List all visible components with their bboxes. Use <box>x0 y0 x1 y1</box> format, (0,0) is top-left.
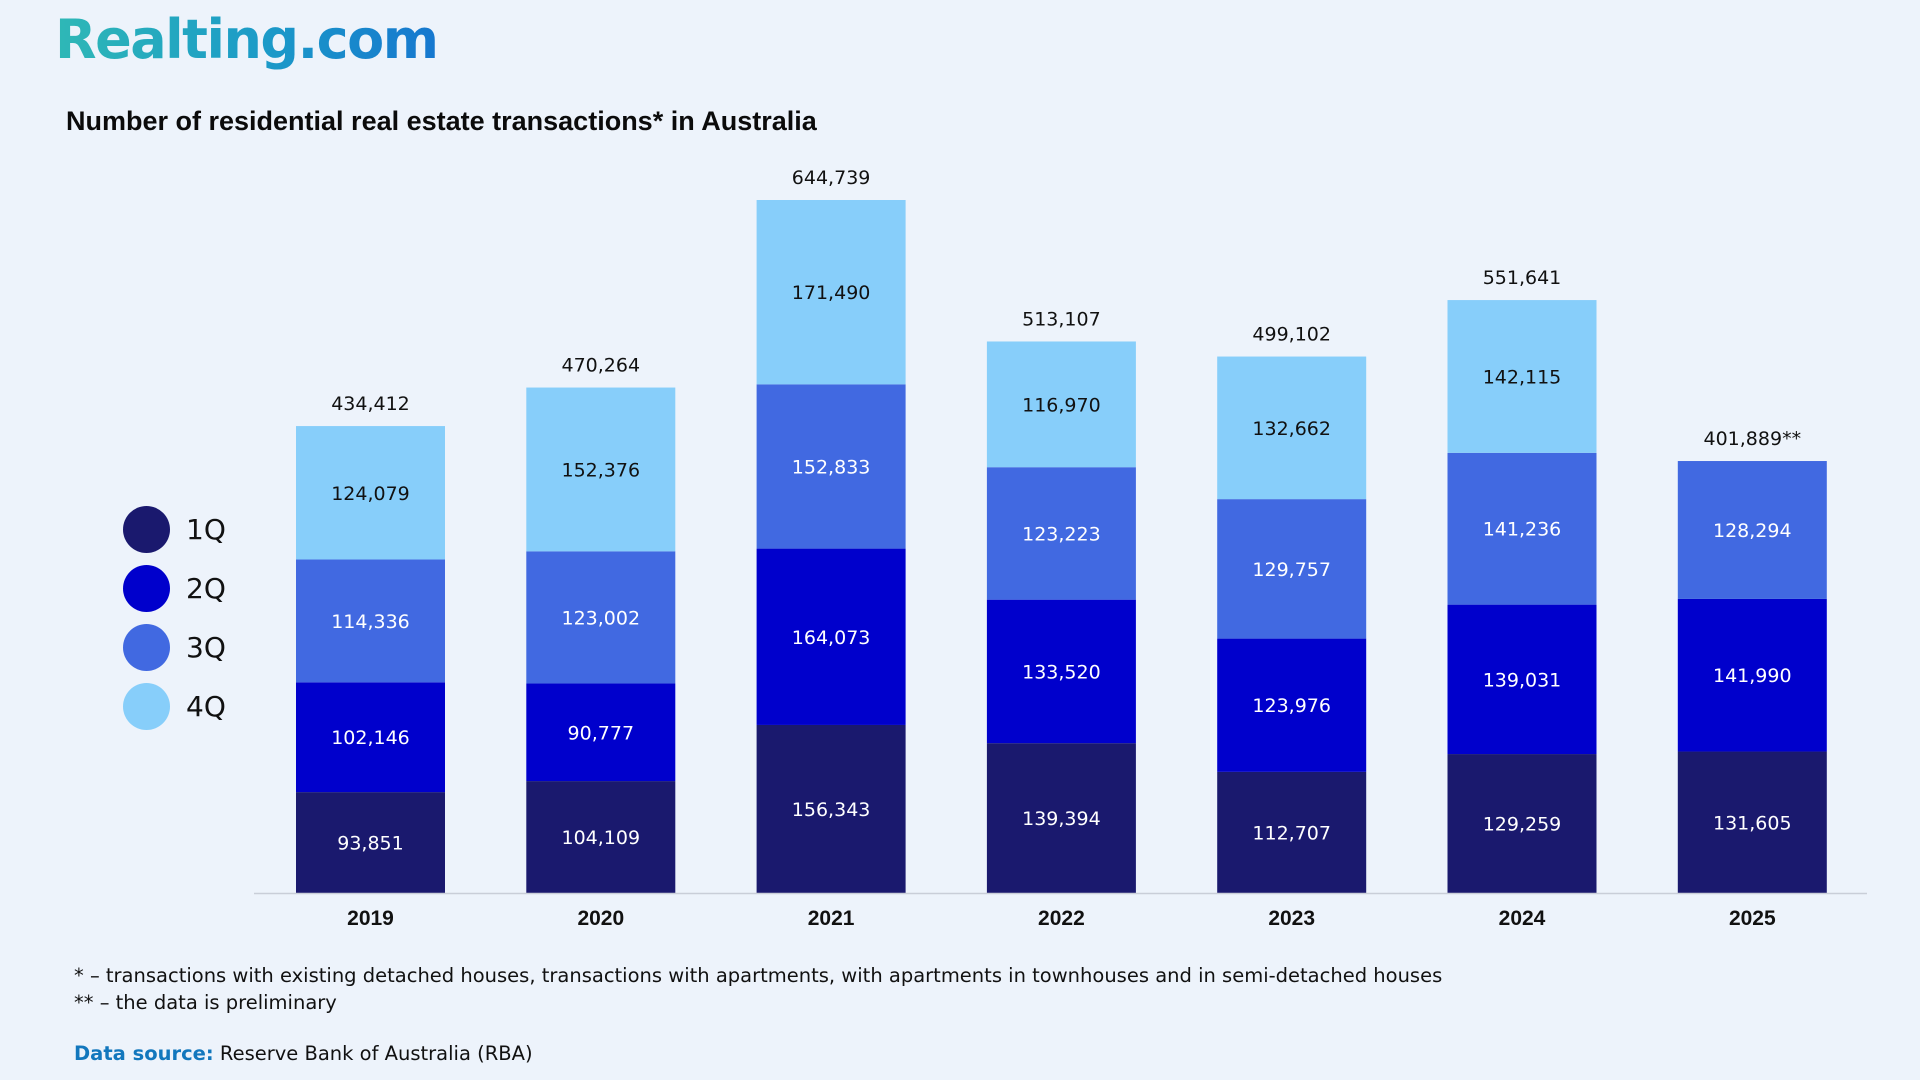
segment-label-2024-1q: 129,259 <box>1483 814 1562 836</box>
bar-segment-2023-4q <box>1217 356 1367 500</box>
total-label-2022: 513,107 <box>1022 308 1101 330</box>
bar-segment-2025-3q <box>1677 461 1827 599</box>
segment-label-2022-1q: 139,394 <box>1022 808 1101 830</box>
bar-segment-2024-3q <box>1447 452 1597 605</box>
segment-label-2021-3q: 152,833 <box>792 456 871 478</box>
segment-label-2019-4q: 124,079 <box>331 483 410 505</box>
bar-segment-2022-3q <box>986 467 1136 600</box>
segment-label-2022-3q: 123,223 <box>1022 523 1101 545</box>
legend-item-1q: 1Q <box>123 500 226 559</box>
bar-segment-2023-3q <box>1217 499 1367 639</box>
segment-label-2023-4q: 132,662 <box>1252 418 1331 440</box>
bar-segment-2023-2q <box>1217 638 1367 772</box>
legend-label-4q: 4Q <box>186 690 226 723</box>
segment-label-2019-1q: 93,851 <box>337 833 403 855</box>
legend-label-1q: 1Q <box>186 513 226 546</box>
legend: 1Q 2Q 3Q 4Q <box>123 500 226 736</box>
bar-segment-2024-1q <box>1447 754 1597 893</box>
bar-segment-2022-2q <box>986 599 1136 744</box>
legend-item-2q: 2Q <box>123 559 226 618</box>
bar-segment-2021-3q <box>756 384 906 549</box>
bar-segment-2022-4q <box>986 341 1136 468</box>
segment-label-2020-2q: 90,777 <box>568 722 634 744</box>
segment-label-2022-2q: 133,520 <box>1022 661 1101 683</box>
segment-label-2024-3q: 141,236 <box>1483 519 1562 541</box>
data-source-label: Data source: <box>74 1042 214 1065</box>
bar-segment-2021-4q <box>756 200 906 385</box>
x-tick-label-2019: 2019 <box>347 907 394 930</box>
legend-swatch-1q <box>123 506 170 553</box>
x-tick-label-2021: 2021 <box>808 907 855 930</box>
bar-segment-2025-2q <box>1677 598 1827 752</box>
bar-segment-2020-2q <box>526 683 676 782</box>
bar-segment-2021-1q <box>756 724 906 893</box>
segment-label-2020-3q: 123,002 <box>562 607 641 629</box>
realting-logo[interactable]: Realting.com <box>55 8 439 71</box>
legend-label-2q: 2Q <box>186 572 226 605</box>
bar-segment-2019-4q <box>296 426 445 560</box>
bar-segment-2024-4q <box>1447 300 1597 453</box>
bar-segment-2020-1q <box>526 781 676 893</box>
footnote-double-asterisk: ** – the data is preliminary <box>74 991 337 1014</box>
bar-segment-2020-4q <box>526 387 676 552</box>
data-source: Data source: Reserve Bank of Australia (… <box>74 1042 533 1065</box>
total-label-2024: 551,641 <box>1483 267 1562 289</box>
legend-swatch-2q <box>123 565 170 612</box>
segment-label-2023-3q: 129,757 <box>1252 559 1331 581</box>
bar-segment-2021-2q <box>756 548 906 725</box>
total-label-2020: 470,264 <box>562 355 641 377</box>
x-tick-label-2025: 2025 <box>1729 907 1776 930</box>
segment-label-2019-2q: 102,146 <box>331 727 410 749</box>
segment-label-2025-1q: 131,605 <box>1713 812 1792 834</box>
bar-segment-2019-2q <box>296 682 445 793</box>
bar-segment-2019-3q <box>296 559 445 683</box>
total-label-2025: 401,889** <box>1704 428 1802 450</box>
legend-item-3q: 3Q <box>123 618 226 677</box>
total-label-2019: 434,412 <box>331 393 410 415</box>
bar-segment-2020-3q <box>526 551 676 684</box>
x-tick-label-2020: 2020 <box>577 907 624 930</box>
segment-label-2021-2q: 164,073 <box>792 627 871 649</box>
bar-segment-2019-1q <box>296 792 445 893</box>
segment-label-2021-1q: 156,343 <box>792 799 871 821</box>
bar-segment-2022-1q <box>986 743 1136 893</box>
segment-label-2021-4q: 171,490 <box>792 282 871 304</box>
segment-label-2023-1q: 112,707 <box>1252 822 1331 844</box>
total-label-2023: 499,102 <box>1252 324 1331 346</box>
segment-label-2023-2q: 123,976 <box>1252 695 1331 717</box>
x-tick-label-2023: 2023 <box>1268 907 1315 930</box>
segment-label-2024-2q: 139,031 <box>1483 669 1562 691</box>
bar-segment-2025-1q <box>1677 751 1827 893</box>
chart-title: Number of residential real estate transa… <box>66 106 817 136</box>
total-label-2021: 644,739 <box>792 167 871 189</box>
legend-swatch-3q <box>123 624 170 671</box>
segment-label-2020-1q: 104,109 <box>562 827 641 849</box>
bar-segment-2023-1q <box>1217 771 1367 893</box>
segment-label-2020-4q: 152,376 <box>562 459 641 481</box>
legend-item-4q: 4Q <box>123 677 226 736</box>
data-source-value: Reserve Bank of Australia (RBA) <box>213 1042 533 1065</box>
segment-label-2019-3q: 114,336 <box>331 611 410 633</box>
x-tick-label-2022: 2022 <box>1038 907 1085 930</box>
legend-label-3q: 3Q <box>186 631 226 664</box>
segment-label-2024-4q: 142,115 <box>1483 366 1562 388</box>
segment-label-2025-2q: 141,990 <box>1713 665 1792 687</box>
segment-label-2022-4q: 116,970 <box>1022 394 1101 416</box>
segment-label-2025-3q: 128,294 <box>1713 520 1792 542</box>
x-tick-label-2024: 2024 <box>1499 907 1546 930</box>
bar-segment-2024-2q <box>1447 604 1597 755</box>
footnote-single-asterisk: * – transactions with existing detached … <box>74 964 1443 987</box>
legend-swatch-4q <box>123 683 170 730</box>
